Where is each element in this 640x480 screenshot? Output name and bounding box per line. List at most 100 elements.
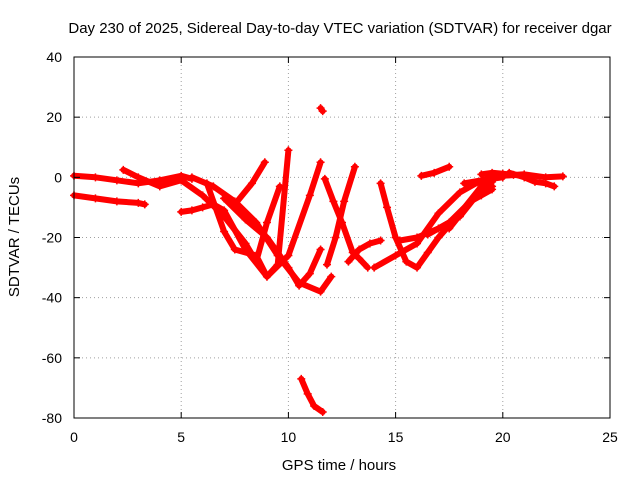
series-arc-8 (230, 158, 269, 209)
data-point (344, 257, 353, 266)
data-point (202, 179, 211, 188)
data-point (220, 194, 229, 203)
data-point (320, 174, 329, 183)
data-point (310, 401, 319, 410)
data-point (460, 179, 469, 188)
data-point (558, 172, 567, 181)
data-point (262, 233, 271, 242)
data-point (305, 269, 314, 278)
data-point (520, 171, 529, 180)
x-tick-label: 10 (281, 429, 297, 445)
data-point (316, 287, 325, 296)
data-point (413, 233, 422, 242)
data-point (355, 245, 364, 254)
data-point (303, 389, 312, 398)
data-point (488, 182, 497, 191)
chart-title: Day 230 of 2025, Sidereal Day-to-day VTE… (68, 20, 611, 37)
data-point (413, 263, 422, 272)
data-point (423, 230, 432, 239)
series-line (298, 375, 326, 415)
data-point (550, 182, 559, 191)
grid-lines (74, 57, 610, 418)
series-line (321, 175, 371, 271)
series-arc-13 (344, 236, 385, 266)
y-tick-label: 20 (46, 109, 62, 125)
series-arc-6 (202, 146, 293, 281)
data-point (391, 251, 400, 260)
series-arc-16 (395, 177, 497, 245)
data-point (230, 200, 239, 209)
data-point (376, 179, 385, 188)
data-point (220, 227, 229, 236)
series-arc-11 (322, 162, 359, 269)
data-point (316, 245, 325, 254)
data-point (305, 191, 314, 200)
data-point (230, 245, 239, 254)
data-point (295, 281, 304, 290)
data-point (198, 191, 207, 200)
data-point (247, 179, 256, 188)
data-point (262, 272, 271, 281)
series-arc-22 (477, 168, 529, 180)
data-point (134, 198, 143, 207)
data-point (445, 224, 454, 233)
data-point (119, 165, 128, 174)
data-point (466, 197, 475, 206)
data-point (91, 194, 100, 203)
data-point (177, 207, 186, 216)
data-point (530, 177, 539, 186)
data-point (284, 251, 293, 260)
series-arc-9 (316, 104, 327, 116)
data-point (284, 263, 293, 272)
data-point (91, 173, 100, 182)
data-point (112, 176, 121, 185)
data-point (297, 374, 306, 383)
x-tick-label: 15 (388, 429, 404, 445)
data-point (284, 146, 293, 155)
data-point (477, 170, 486, 179)
series-arc-18 (445, 182, 497, 233)
data-point (391, 233, 400, 242)
data-point (134, 173, 143, 182)
data-point (187, 206, 196, 215)
x-tick-label: 5 (177, 429, 185, 445)
data-point (331, 233, 340, 242)
data-point (376, 236, 385, 245)
x-tick-label: 25 (602, 429, 618, 445)
axis-ticks: 0 5 10 15 20 25 -80 -60 -40 -20 0 20 40 (42, 49, 618, 445)
data-point (112, 197, 121, 206)
data-point (260, 158, 269, 167)
data-point (318, 407, 327, 416)
data-point (488, 168, 497, 177)
data-point (350, 162, 359, 171)
data-point (395, 236, 404, 245)
x-axis-title: GPS time / hours (282, 457, 396, 474)
data-point (177, 176, 186, 185)
y-tick-label: -20 (42, 230, 62, 246)
data-point (383, 203, 392, 212)
data-point (423, 248, 432, 257)
data-point (430, 168, 439, 177)
data-point (365, 239, 374, 248)
data-point (355, 254, 364, 263)
data-point (241, 215, 250, 224)
data-point (262, 218, 271, 227)
y-tick-label: 40 (46, 49, 62, 65)
data-point (220, 206, 229, 215)
data-point (140, 200, 149, 209)
series-line (178, 159, 324, 280)
data-point (417, 171, 426, 180)
series-arc-7 (220, 194, 325, 290)
data-point (252, 251, 261, 260)
data-point (187, 173, 196, 182)
data-point (370, 263, 379, 272)
data-series (70, 104, 567, 416)
y-tick-label: -40 (42, 290, 62, 306)
series-line (345, 237, 384, 265)
data-point (318, 107, 327, 116)
data-point (327, 272, 336, 281)
series-arc-12 (297, 374, 327, 416)
series-arc-2 (70, 191, 149, 209)
data-point (541, 179, 550, 188)
